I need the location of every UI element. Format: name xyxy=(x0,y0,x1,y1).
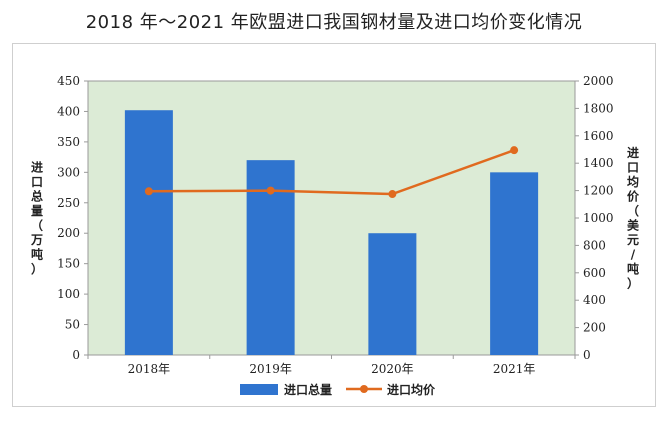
y-right-tick-label: 1000 xyxy=(583,211,614,225)
line-point-2020年 xyxy=(388,190,397,199)
legend: 进口总量 进口均价 xyxy=(240,382,436,397)
line-point-2018年 xyxy=(144,187,153,196)
bar-2021年 xyxy=(490,172,539,355)
y-left-tick-label: 50 xyxy=(65,318,80,332)
chart-svg: 0 50 100 150 200 250 300 350 400 450 0 200 400 600 80… xyxy=(30,74,640,397)
y-left-tick-label: 0 xyxy=(72,348,80,362)
y-left-axis-title: 进口总量（万吨） xyxy=(30,159,43,276)
x-tick-label: 2021年 xyxy=(493,362,536,376)
y-right-tick-label: 1800 xyxy=(583,101,614,115)
y-right-tick-label: 1600 xyxy=(583,129,614,143)
y-right-tick-label: 0 xyxy=(583,348,591,362)
y-right-tick-label: 200 xyxy=(583,321,606,335)
bar-2020年 xyxy=(368,233,417,355)
x-tick-label: 2018年 xyxy=(128,362,171,376)
y-left-tick-label: 400 xyxy=(57,104,80,118)
y-right-tick-label: 2000 xyxy=(583,74,614,88)
y-right-tick-label: 600 xyxy=(583,266,606,280)
legend-label-bar: 进口总量 xyxy=(284,382,332,397)
x-tick-label: 2020年 xyxy=(371,362,414,376)
page-title: 2018 年～2021 年欧盟进口我国钢材量及进口均价变化情况 xyxy=(85,12,583,33)
y-right-tick-label: 800 xyxy=(583,238,606,252)
legend-label-line: 进口均价 xyxy=(387,382,436,397)
y-right-axis-title: 进口均价（美元/吨） xyxy=(627,145,640,291)
y-right-tick-label: 1400 xyxy=(583,156,614,170)
y-left-tick-label: 350 xyxy=(57,135,80,149)
y-left-tick-label: 300 xyxy=(57,165,80,179)
line-point-2019年 xyxy=(266,186,275,195)
y-left-tick-label: 450 xyxy=(57,74,80,88)
x-tick-label: 2019年 xyxy=(249,362,292,376)
y-left-tick-label: 200 xyxy=(57,226,80,240)
legend-swatch-marker xyxy=(360,385,368,393)
y-right-tick-label: 1200 xyxy=(583,184,614,198)
y-left-tick-label: 250 xyxy=(57,196,80,210)
axis-title-text: 进口均价（美元/吨） xyxy=(627,145,640,291)
legend-swatch-bar xyxy=(240,384,278,395)
y-left-tick-label: 100 xyxy=(57,287,80,301)
axis-title-text: 进口总量（万吨） xyxy=(30,159,43,276)
y-right-tick-label: 400 xyxy=(583,293,606,307)
bar-2018年 xyxy=(124,110,173,355)
line-series-price xyxy=(148,149,515,196)
y-left-tick-label: 150 xyxy=(57,257,80,271)
line-point-2021年 xyxy=(510,146,519,155)
chart-frame: 0 50 100 150 200 250 300 350 400 450 0 200 400 600 80… xyxy=(12,43,656,407)
